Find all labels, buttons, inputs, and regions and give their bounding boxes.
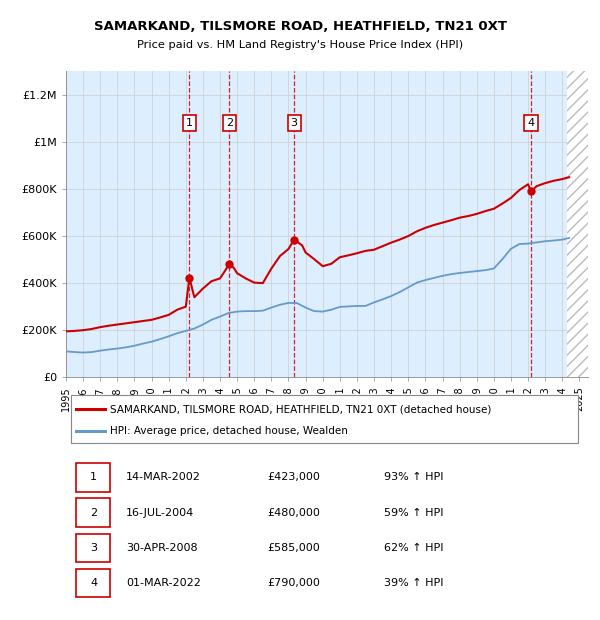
Text: £585,000: £585,000 xyxy=(267,543,320,553)
Text: 2: 2 xyxy=(90,508,97,518)
Text: HPI: Average price, detached house, Wealden: HPI: Average price, detached house, Weal… xyxy=(110,426,348,436)
Text: 39% ↑ HPI: 39% ↑ HPI xyxy=(385,578,444,588)
FancyBboxPatch shape xyxy=(76,498,110,527)
Text: Price paid vs. HM Land Registry's House Price Index (HPI): Price paid vs. HM Land Registry's House … xyxy=(137,40,463,50)
Text: 93% ↑ HPI: 93% ↑ HPI xyxy=(385,472,444,482)
FancyBboxPatch shape xyxy=(76,463,110,492)
Text: 1: 1 xyxy=(186,118,193,128)
Text: 2: 2 xyxy=(226,118,233,128)
Text: 1: 1 xyxy=(90,472,97,482)
Text: 4: 4 xyxy=(90,578,97,588)
Text: £480,000: £480,000 xyxy=(267,508,320,518)
Text: SAMARKAND, TILSMORE ROAD, HEATHFIELD, TN21 0XT: SAMARKAND, TILSMORE ROAD, HEATHFIELD, TN… xyxy=(94,20,506,32)
Text: 59% ↑ HPI: 59% ↑ HPI xyxy=(385,508,444,518)
Text: £790,000: £790,000 xyxy=(267,578,320,588)
Text: 30-APR-2008: 30-APR-2008 xyxy=(126,543,197,553)
Text: 16-JUL-2004: 16-JUL-2004 xyxy=(126,508,194,518)
Text: 14-MAR-2002: 14-MAR-2002 xyxy=(126,472,201,482)
FancyBboxPatch shape xyxy=(76,534,110,562)
Text: 3: 3 xyxy=(290,118,298,128)
Text: 01-MAR-2022: 01-MAR-2022 xyxy=(126,578,201,588)
FancyBboxPatch shape xyxy=(71,395,578,443)
Text: £423,000: £423,000 xyxy=(267,472,320,482)
Text: 62% ↑ HPI: 62% ↑ HPI xyxy=(385,543,444,553)
Text: SAMARKAND, TILSMORE ROAD, HEATHFIELD, TN21 0XT (detached house): SAMARKAND, TILSMORE ROAD, HEATHFIELD, TN… xyxy=(110,404,492,414)
Text: 3: 3 xyxy=(90,543,97,553)
Text: 4: 4 xyxy=(527,118,535,128)
FancyBboxPatch shape xyxy=(76,569,110,598)
